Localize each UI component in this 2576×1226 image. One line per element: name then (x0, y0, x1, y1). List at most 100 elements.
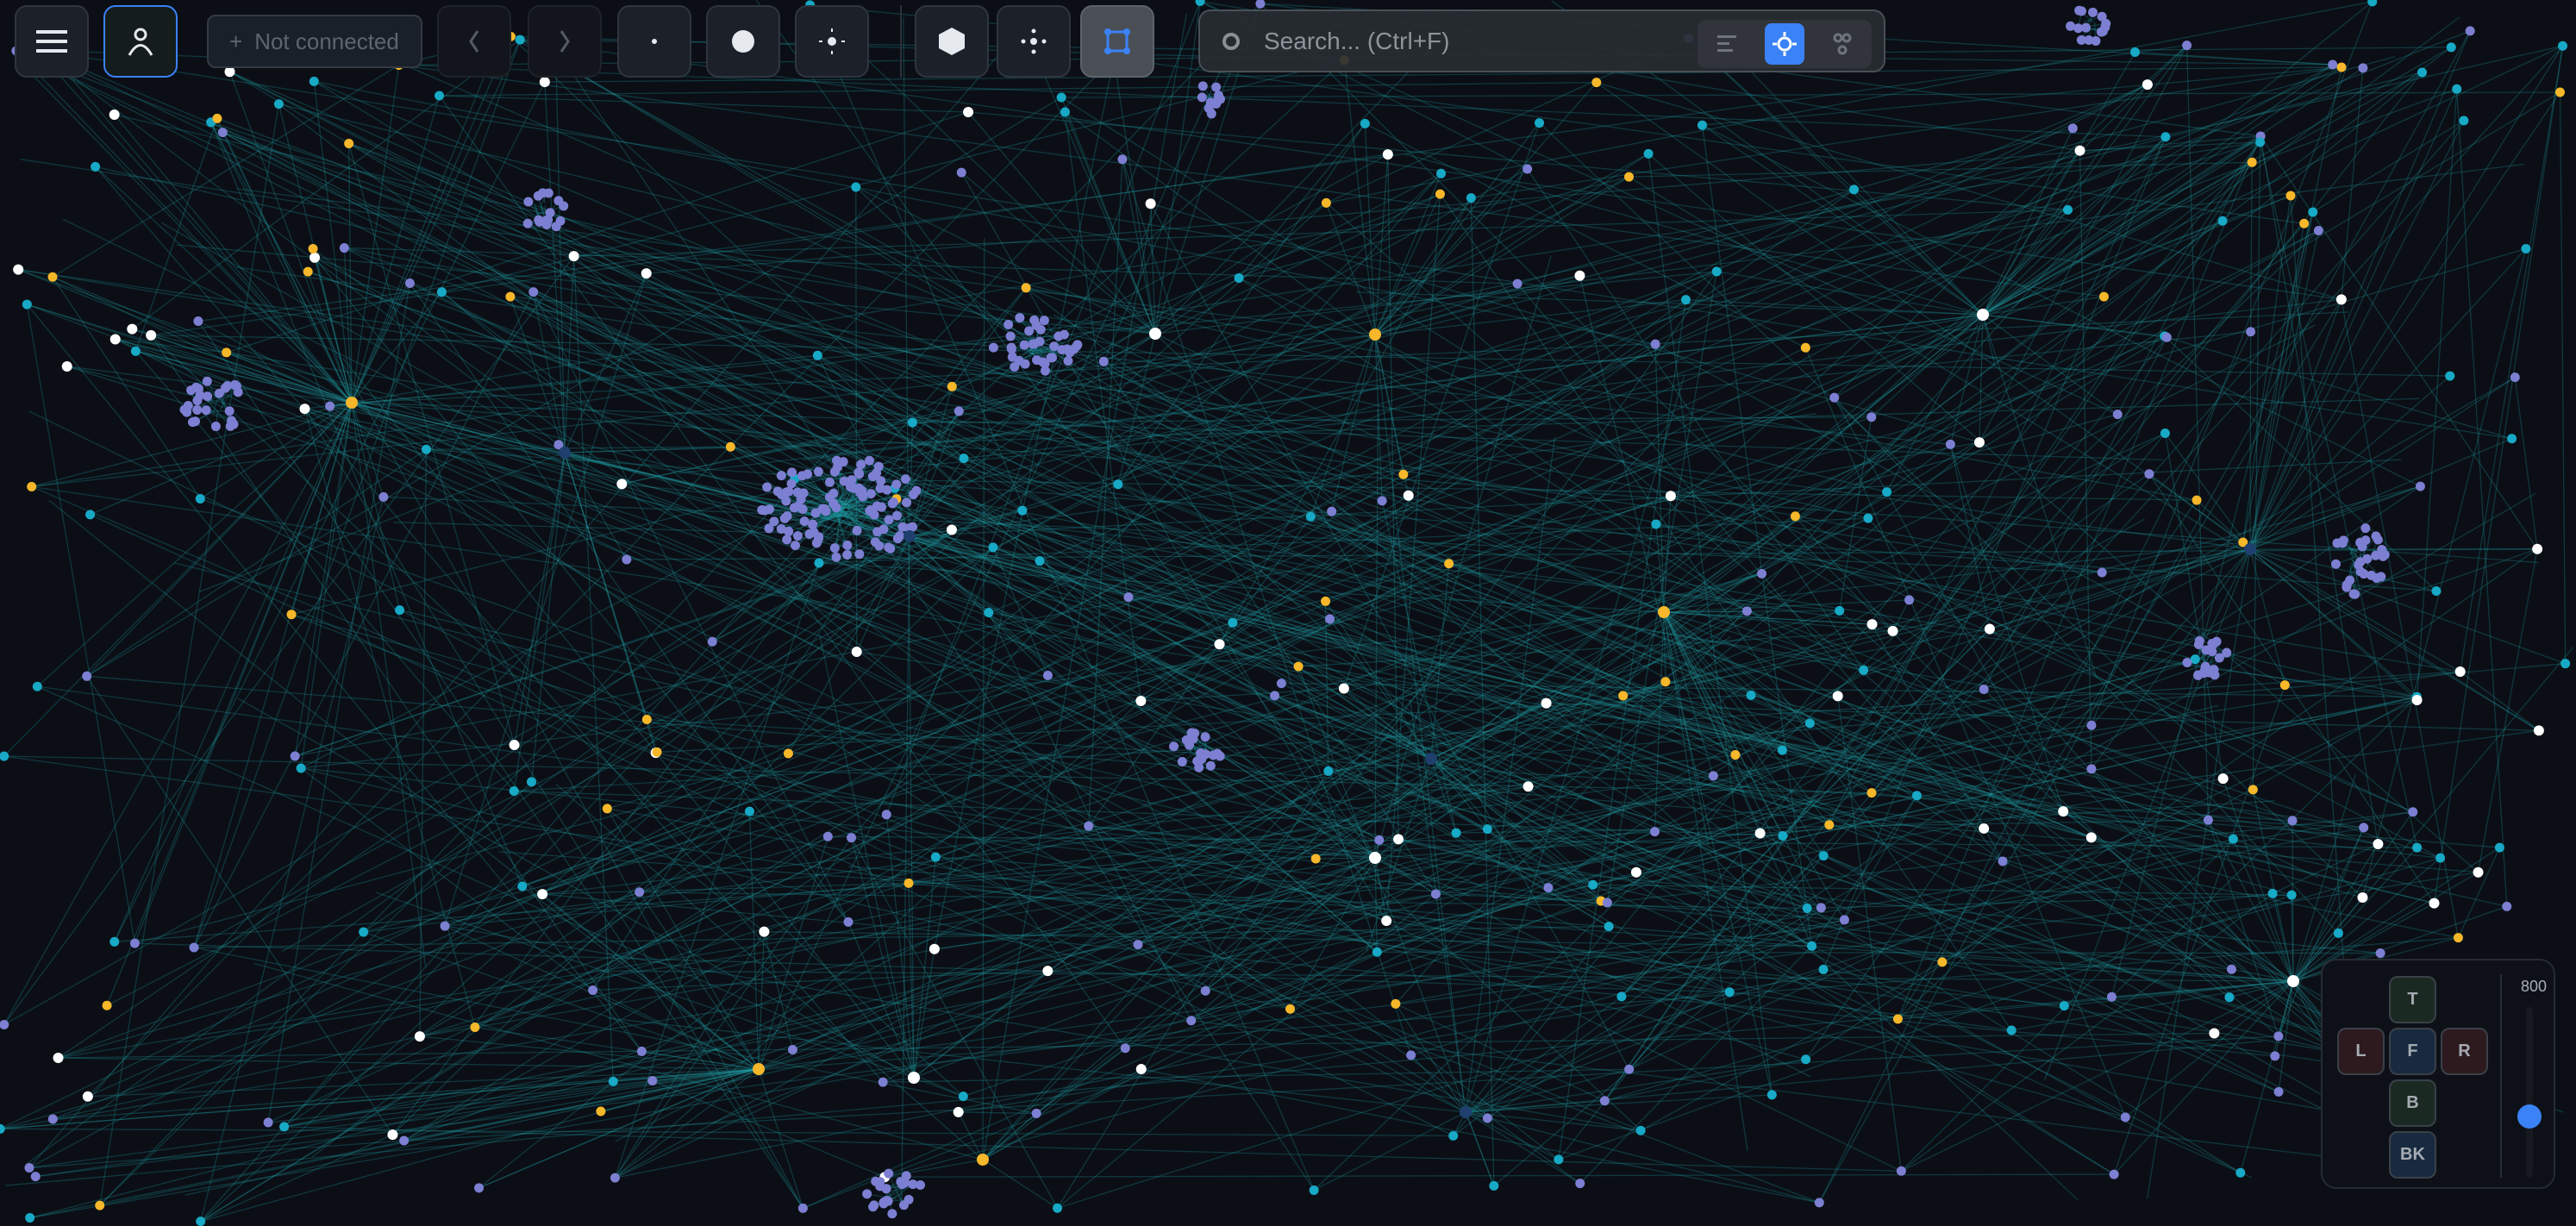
connect-button[interactable]: + Not connected (207, 15, 422, 68)
graph-node[interactable] (782, 535, 792, 545)
graph-node[interactable] (828, 498, 839, 509)
graph-node[interactable] (1194, 762, 1204, 773)
graph-node[interactable] (1512, 278, 1522, 289)
graph-node[interactable] (61, 360, 72, 372)
graph-node[interactable] (2371, 550, 2381, 560)
graph-node[interactable] (829, 543, 840, 554)
graph-node[interactable] (812, 350, 822, 360)
graph-node[interactable] (887, 1209, 897, 1219)
graph-node[interactable] (868, 1202, 878, 1212)
graph-hub-node[interactable] (903, 530, 916, 542)
graph-node[interactable] (1321, 197, 1331, 208)
graph-node[interactable] (798, 488, 809, 498)
graph-node[interactable] (843, 916, 853, 927)
graph-node[interactable] (1680, 295, 1691, 305)
graph-node[interactable] (2375, 948, 2385, 959)
graph-node[interactable] (543, 188, 553, 198)
graph-node[interactable] (1123, 592, 1134, 603)
graph-node[interactable] (1624, 172, 1635, 182)
graph-node[interactable] (308, 244, 318, 254)
graph-node[interactable] (1778, 830, 1788, 841)
graph-node[interactable] (928, 943, 940, 954)
graph-node[interactable] (1190, 729, 1200, 739)
graph-node[interactable] (1618, 691, 1629, 701)
graph-node[interactable] (309, 252, 321, 263)
graph-node[interactable] (325, 401, 335, 411)
graph-node[interactable] (616, 479, 628, 490)
graph-node[interactable] (1543, 883, 1554, 893)
graph-node[interactable] (2086, 764, 2097, 774)
graph-node[interactable] (866, 489, 876, 499)
graph-node[interactable] (808, 519, 818, 529)
graph-node[interactable] (2182, 657, 2192, 667)
graph-node[interactable] (817, 504, 828, 514)
graph-node[interactable] (1777, 745, 1787, 755)
graph-node[interactable] (793, 501, 803, 511)
graph-node[interactable] (1746, 690, 1756, 700)
graph-node[interactable] (2454, 666, 2466, 678)
graph-node[interactable] (862, 1189, 872, 1199)
graph-node[interactable] (1084, 821, 1094, 831)
graph-node[interactable] (1697, 120, 1707, 130)
graph-node[interactable] (25, 1213, 35, 1223)
graph-node[interactable] (885, 543, 896, 554)
graph-node[interactable] (787, 467, 797, 478)
graph-node[interactable] (959, 453, 969, 464)
graph-node[interactable] (799, 516, 810, 527)
graph-node[interactable] (1832, 691, 1843, 702)
graph-node[interactable] (201, 405, 211, 416)
graph-node[interactable] (1024, 326, 1035, 336)
graph-node[interactable] (1072, 340, 1083, 350)
graph-node[interactable] (1181, 735, 1191, 745)
graph-node[interactable] (1042, 670, 1053, 680)
graph-node[interactable] (2207, 638, 2217, 648)
graph-node[interactable] (1040, 359, 1050, 369)
graph-node[interactable] (1042, 966, 1054, 977)
graph-node[interactable] (1205, 97, 1216, 108)
graph-node[interactable] (1391, 998, 1401, 1009)
graph-node[interactable] (22, 299, 32, 310)
graph-node[interactable] (2088, 7, 2098, 17)
graph-node[interactable] (47, 272, 58, 282)
graph-node[interactable] (1892, 1014, 1903, 1024)
graph-node[interactable] (290, 751, 300, 761)
graph-node[interactable] (189, 942, 199, 953)
graph-node[interactable] (2273, 1031, 2284, 1041)
zoom-slider-thumb[interactable] (2517, 1104, 2542, 1129)
graph-node[interactable] (551, 222, 561, 232)
graph-node[interactable] (109, 334, 121, 345)
graph-node[interactable] (1616, 991, 1627, 1002)
graph-node[interactable] (1197, 81, 1208, 91)
graph-node[interactable] (1039, 316, 1049, 326)
graph-node[interactable] (1205, 760, 1216, 771)
graph-node[interactable] (1046, 353, 1056, 363)
graph-node[interactable] (109, 109, 120, 120)
zoom-slider-track[interactable] (2526, 1007, 2533, 1178)
graph-node[interactable] (53, 1052, 64, 1063)
graph-node[interactable] (217, 128, 228, 138)
graph-node[interactable] (652, 747, 662, 757)
graph-node[interactable] (0, 751, 9, 761)
graph-node[interactable] (759, 926, 770, 937)
node-size-small-button[interactable] (617, 5, 691, 78)
graph-node[interactable] (1374, 835, 1385, 845)
graph-node[interactable] (286, 610, 297, 620)
graph-node[interactable] (888, 497, 898, 508)
graph-node[interactable] (1029, 339, 1040, 349)
graph-node[interactable] (1321, 596, 1331, 606)
graph-node[interactable] (2246, 327, 2256, 337)
view-top-button[interactable]: T (2389, 976, 2436, 1023)
graph-node[interactable] (2255, 137, 2266, 147)
graph-node[interactable] (192, 405, 203, 416)
graph-node[interactable] (2411, 694, 2423, 705)
graph-node[interactable] (435, 91, 445, 101)
graph-node[interactable] (1973, 437, 1985, 448)
graph-node[interactable] (378, 491, 389, 502)
move-button[interactable] (997, 5, 1071, 78)
graph-node[interactable] (127, 323, 138, 335)
graph-hub-node[interactable] (2244, 543, 2256, 555)
graph-node[interactable] (1650, 339, 1660, 349)
graph-node[interactable] (1200, 985, 1210, 996)
graph-node[interactable] (1711, 266, 1722, 277)
graph-node[interactable] (963, 107, 974, 118)
